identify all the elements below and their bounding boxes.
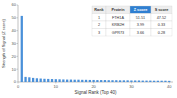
bar <box>36 78 38 82</box>
x-tick-label: 20 <box>91 84 96 89</box>
table-cell-bg <box>130 29 151 37</box>
bar <box>164 81 166 82</box>
y-tick-label: 30 <box>12 41 17 46</box>
table-header: Rank <box>94 8 104 12</box>
table-header-cell <box>130 6 151 14</box>
bar <box>40 79 42 82</box>
table-cell-bg <box>92 29 106 37</box>
table-cell: 47.52 <box>157 16 167 20</box>
bar <box>153 81 155 82</box>
bar <box>70 80 72 82</box>
table-header-cell <box>106 6 130 14</box>
y-tick <box>17 82 19 83</box>
table-cell: 0.33 <box>158 23 165 27</box>
bar <box>157 81 159 82</box>
y-tick-label: 60 <box>12 2 17 7</box>
table-cell-bg <box>151 29 172 37</box>
table-cell-bg <box>106 21 130 29</box>
table-cell: 3.99 <box>137 23 144 27</box>
table-header: Z score <box>134 8 148 12</box>
table-cell-bg <box>151 14 172 22</box>
x-axis-label: Signal Rank (Top 40) <box>74 90 117 95</box>
table-cell-bg <box>92 21 106 29</box>
y-tick <box>17 5 19 6</box>
bar <box>168 81 170 82</box>
bar <box>51 79 53 82</box>
y-axis <box>18 5 19 82</box>
table-header: Protein <box>111 8 125 12</box>
y-tick <box>17 69 19 70</box>
table-cell: 51.51 <box>136 16 146 20</box>
bar <box>161 81 163 82</box>
y-tick <box>17 30 19 31</box>
y-tick-label: 50 <box>12 15 17 20</box>
bar <box>55 79 57 82</box>
bar <box>77 80 79 82</box>
x-tick-label: 0 <box>17 84 20 89</box>
bar <box>43 79 45 82</box>
table-cell-bg <box>151 21 172 29</box>
bar <box>134 80 136 82</box>
bar <box>66 80 68 82</box>
bars <box>21 16 171 82</box>
table: Rank Protein Z score S score 1 FTH1A 51.51 47.5… <box>92 6 172 36</box>
y-tick-label: 40 <box>12 28 17 33</box>
x-tick-label: 10 <box>54 84 59 89</box>
table-header-cell <box>92 6 106 14</box>
bar <box>92 80 94 82</box>
bar <box>21 16 23 82</box>
table-cell: 1 <box>98 16 100 20</box>
bar <box>138 80 140 82</box>
bar <box>142 81 144 82</box>
table-cell: 3.66 <box>137 31 144 35</box>
bar <box>145 81 147 82</box>
table-cell: GPR73 <box>112 31 124 35</box>
table-header-cell <box>151 6 172 14</box>
bar <box>130 80 132 82</box>
table-cell-bg <box>106 29 130 37</box>
bar <box>32 78 34 82</box>
bar <box>85 80 87 82</box>
bar <box>123 80 125 82</box>
table-cell: FTH1A <box>112 16 124 20</box>
table-cell-bg <box>92 14 106 22</box>
bar <box>115 80 117 82</box>
x-tick-label: 40 <box>167 84 172 89</box>
y-tick <box>17 43 19 44</box>
y-tick-label: 20 <box>12 54 17 59</box>
bar <box>96 80 98 82</box>
bar <box>119 80 121 82</box>
table-cell-bg <box>106 14 130 22</box>
bar <box>24 77 26 82</box>
table-cell-bg <box>130 14 151 22</box>
table-cell-bg <box>130 21 151 29</box>
bar <box>104 80 106 82</box>
table-cell: 3 <box>98 31 100 35</box>
bar <box>28 77 30 82</box>
y-tick-label: 10 <box>12 67 17 72</box>
chart: 0102030405060010203040Signal Rank (Top 4… <box>0 0 177 98</box>
table-header: S score <box>155 8 169 12</box>
table-cell: 0.28 <box>158 31 165 35</box>
table-cell: KRB2H <box>112 23 125 27</box>
bar <box>111 80 113 82</box>
bar <box>62 79 64 82</box>
bar <box>81 80 83 82</box>
y-axis-label: Strength of Signal (Z score) <box>1 18 6 68</box>
bar <box>149 81 151 82</box>
table-cell: 2 <box>98 23 100 27</box>
bar <box>127 80 129 82</box>
x-tick-label: 30 <box>129 84 134 89</box>
bar <box>100 80 102 82</box>
bar <box>74 80 76 82</box>
y-tick <box>17 17 19 18</box>
bar <box>89 80 91 82</box>
bar <box>47 79 49 82</box>
y-tick <box>17 56 19 57</box>
bar <box>108 80 110 82</box>
bar <box>58 79 60 82</box>
